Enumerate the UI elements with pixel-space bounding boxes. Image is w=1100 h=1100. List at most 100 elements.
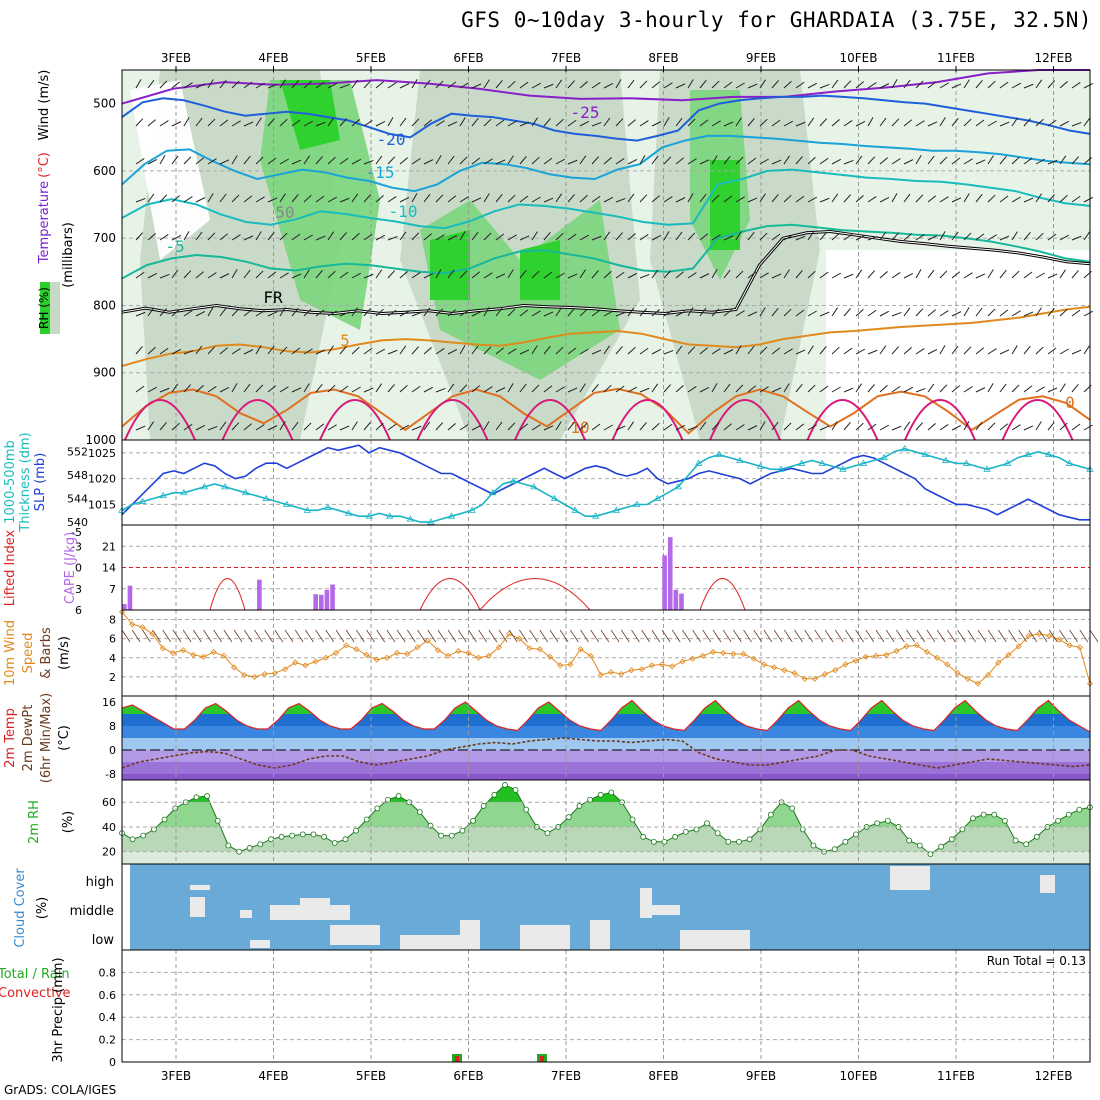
wind-speed-marker (404, 650, 411, 658)
wind-barb-10m (447, 629, 457, 643)
wind-barb (519, 269, 527, 279)
wind-barb (855, 422, 864, 431)
wind-barb-10m (885, 629, 895, 643)
wind-barb (447, 121, 458, 127)
wind-barb (195, 197, 206, 203)
wind-barb-10m (478, 629, 487, 643)
wind-barb (831, 346, 840, 355)
wind-barb (735, 310, 745, 317)
wind-barb (591, 384, 599, 393)
wind-barb (291, 80, 299, 89)
temp-tick-label: 8 (109, 720, 116, 733)
wind-barb (1047, 119, 1057, 127)
wind-barb (843, 273, 854, 279)
wind-barb (555, 346, 564, 355)
wind-barb (927, 155, 935, 165)
rh-axis-label-1: (%) (61, 811, 76, 834)
wind-barb (387, 156, 396, 165)
wind-barb (135, 118, 144, 127)
wind-speed-marker (261, 670, 268, 678)
wind-barb (543, 385, 553, 393)
wind-barb-10m (580, 629, 589, 643)
top-day-label: 6FEB (453, 51, 483, 65)
wind-barb (891, 271, 901, 279)
wind-barb (747, 231, 755, 241)
wind-barb (663, 349, 674, 355)
wind-barb-10m (947, 629, 956, 643)
wind-barb-10m (274, 629, 284, 643)
wind-barb (807, 117, 815, 127)
thickness-marker (797, 459, 806, 466)
wind-barb (747, 157, 757, 165)
bottom-day-label: 6FEB (453, 1069, 483, 1083)
wind-barb (279, 386, 289, 393)
wind-barb (843, 194, 852, 203)
wind-barb-10m (345, 629, 355, 643)
wind-barb (159, 422, 167, 431)
wind-barb (411, 311, 422, 317)
rh-shading-3 (260, 80, 380, 330)
wind-barb (507, 194, 516, 203)
wind-barb (411, 158, 421, 165)
wind-barb (579, 269, 587, 279)
wind-barb (1011, 117, 1019, 127)
rh-tick-label: 20 (102, 846, 116, 859)
wind-barb (387, 235, 398, 241)
temp-axis-label-3: (°C) (57, 725, 72, 751)
wind-speed-marker (434, 647, 441, 654)
wind-barb (183, 156, 192, 165)
wind-barb (591, 81, 601, 89)
wind-barb (159, 273, 170, 279)
thickness-marker (550, 494, 559, 502)
wind-barb (531, 270, 540, 279)
wind-barb (603, 384, 612, 393)
thickness-marker (1065, 459, 1074, 466)
wind-speed-marker (271, 670, 278, 677)
wind-barb (591, 423, 601, 431)
wind-speed-marker (954, 670, 961, 677)
wind-barb (411, 118, 420, 127)
wind-barb (483, 232, 492, 241)
wind-barb (255, 231, 262, 241)
wind-barb (747, 345, 755, 355)
temp-axis-label-1: 2m DewPt (21, 705, 36, 772)
wind-barb (927, 121, 938, 127)
wind-barb-10m (468, 629, 477, 643)
wind-barb (747, 83, 758, 89)
wind-barb (183, 384, 192, 393)
pressure-tick-label: 600 (93, 164, 116, 178)
wind-barb (483, 307, 490, 317)
wind-barb (291, 194, 299, 203)
wind-barb (675, 197, 686, 203)
wind-barb (963, 346, 972, 355)
rh-band (122, 851, 1090, 864)
wind-barb (555, 307, 562, 317)
wind-barb (939, 270, 948, 279)
wind-barb (1035, 79, 1043, 89)
wind-barb-10m (712, 629, 722, 643)
wind-barb (855, 308, 864, 317)
wind-barb (615, 425, 626, 431)
wind-barb (903, 193, 911, 203)
wind-speed-marker (251, 673, 258, 680)
wind-barb (267, 197, 278, 203)
wind-barb (363, 387, 374, 393)
wind-barb (435, 347, 445, 355)
warm-isotherm-arc (1001, 399, 1074, 441)
wind-barb-10m (631, 629, 640, 643)
wind-barb (375, 81, 384, 89)
wind-barb (843, 159, 854, 165)
wind-barb (615, 311, 626, 317)
wind-barb-10m (743, 629, 752, 643)
wind-barb (975, 387, 986, 393)
wind-barb (867, 270, 876, 279)
wind-barb (771, 273, 782, 279)
wind-barb (831, 158, 842, 165)
wind-barb (783, 348, 793, 355)
wind-barb (735, 384, 744, 393)
wind-barb-10m (559, 629, 569, 643)
rh-marker (1076, 806, 1083, 813)
wind-barb (951, 231, 959, 241)
wind-barb (327, 310, 337, 317)
wind-barb (291, 347, 301, 355)
